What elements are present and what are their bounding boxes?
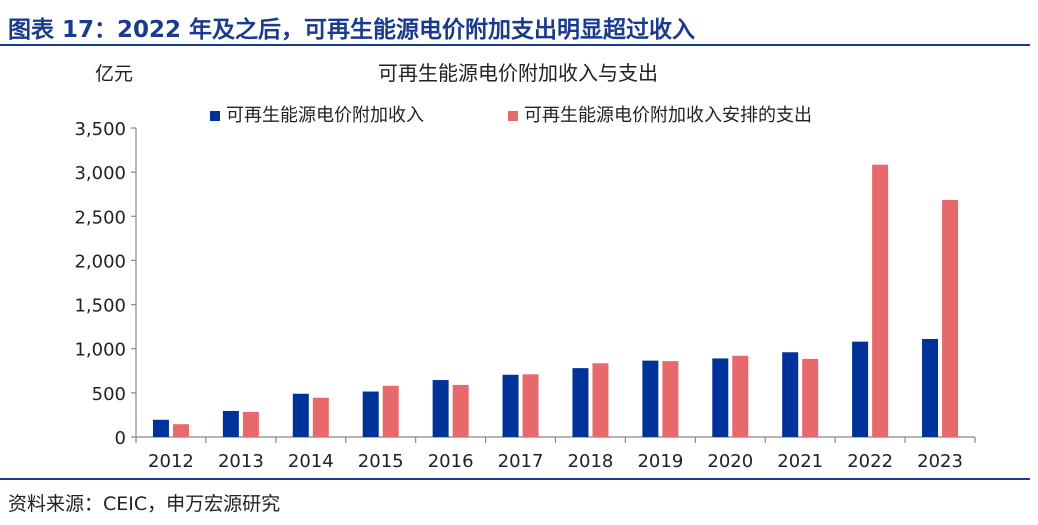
x-tick-label: 2017 [498,451,544,472]
bar-expense [382,385,399,437]
y-tick-label: 3,500 [74,119,126,140]
bar-chart: 可再生能源电价附加收入与支出 亿元 可再生能源电价附加收入 可再生能源电价附加收入… [74,61,976,472]
x-tick-label: 2022 [847,451,893,472]
footer-rule [0,478,1030,480]
bar-expense [662,361,679,437]
legend-label: 可再生能源电价附加收入 [226,105,424,126]
x-tick-label: 2016 [428,451,474,472]
bar-expense [452,384,469,437]
bar-income [502,374,519,437]
source-note: 资料来源：CEIC，申万宏源研究 [8,493,281,515]
x-tick-label: 2013 [218,451,264,472]
bars [152,164,959,438]
bar-income [852,341,869,437]
bar-expense [802,358,819,437]
bar-expense [522,374,539,437]
y-tick-label: 2,500 [74,207,126,228]
header-rule [0,44,1030,46]
x-tick-label: 2023 [917,451,963,472]
x-tick-label: 2012 [148,451,194,472]
bar-expense [312,397,329,437]
bar-income [782,352,799,437]
x-tick-label: 2019 [637,451,683,472]
x-tick-label: 2020 [707,451,753,472]
bar-income [572,368,589,437]
bar-expense [942,199,959,437]
chart-title: 可再生能源电价附加收入与支出 [378,61,658,85]
bar-expense [172,424,189,437]
bar-income [432,380,449,437]
bar-income [292,393,309,437]
bar-expense [592,363,609,437]
x-axis: 2012 2013 2014 2015 2016 2017 2018 2019 2020 2021… [135,436,976,472]
x-tick-label: 2015 [358,451,404,472]
y-tick-label: 1,000 [74,340,126,361]
bar-expense [242,411,259,437]
legend-swatch [508,111,518,121]
legend-swatch [210,111,220,121]
bar-expense [872,164,889,438]
x-tick-label: 2018 [568,451,614,472]
bar-income [152,419,169,437]
bar-income [642,360,659,437]
x-tick-label: 2014 [288,451,334,472]
y-axis: 0 500 1,000 1,500 2,000 2,500 3,000 3,500 [74,119,137,449]
legend-label: 可再生能源电价附加收入安排的支出 [524,105,812,126]
y-tick-label: 0 [115,428,126,449]
y-tick-label: 2,000 [74,251,126,272]
bar-income [712,358,729,437]
x-tick-label: 2021 [777,451,823,472]
bar-income [222,410,239,437]
y-tick-label: 500 [92,384,126,405]
figure-header-title: 图表 17：2022 年及之后，可再生能源电价附加支出明显超过收入 [8,17,696,43]
bar-expense [732,355,749,437]
bar-income [922,339,939,437]
y-tick-label: 1,500 [74,296,126,317]
bar-income [362,391,379,437]
y-tick-label: 3,000 [74,163,126,184]
y-axis-unit-label: 亿元 [95,63,133,85]
legend: 可再生能源电价附加收入 可再生能源电价附加收入安排的支出 [210,105,812,126]
